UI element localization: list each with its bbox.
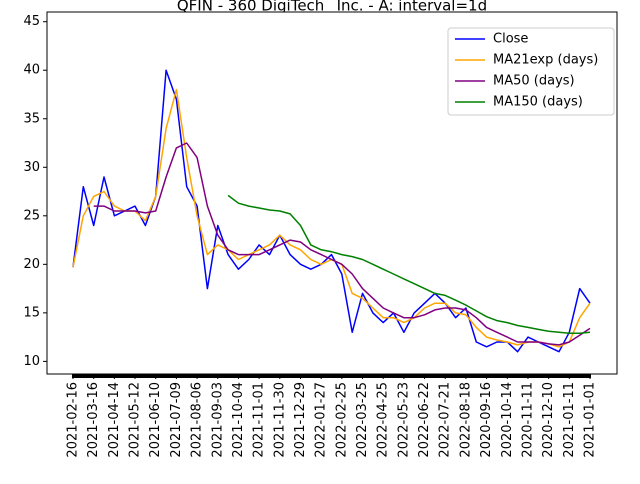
y-tick-label: 15 <box>23 305 40 320</box>
x-tick-label: 2020-10-14 <box>500 382 515 458</box>
legend-label: Close <box>493 32 528 47</box>
series-line <box>227 194 591 334</box>
x-tick-label: 2021-09-03 <box>210 382 225 458</box>
x-tick-label: 2021-11-01 <box>252 382 267 458</box>
plot-frame <box>46 11 618 375</box>
x-tick-label: 2021-06-10 <box>148 382 163 458</box>
x-tick-label: 2021-11-30 <box>272 382 287 458</box>
series-line <box>93 142 591 346</box>
x-tick-label: 2021-10-04 <box>231 382 246 458</box>
x-tick-label: 2021-01-01 <box>583 382 598 458</box>
x-tick-label: 2022-05-23 <box>396 382 411 458</box>
y-tick-label: 20 <box>23 257 40 272</box>
x-tick-label: 2020-11-11 <box>520 382 535 458</box>
y-tick-label: 35 <box>23 111 40 126</box>
x-tick-label: 2022-04-25 <box>376 382 391 458</box>
x-tick-label: 2021-07-09 <box>169 382 184 458</box>
x-tick-label: 2022-08-18 <box>458 382 473 458</box>
x-tick-label: 2021-02-16 <box>66 382 81 458</box>
y-tick-label: 45 <box>23 14 40 29</box>
legend-label: MA50 (days) <box>493 74 575 89</box>
y-tick-label: 25 <box>23 208 40 223</box>
y-tick-label: 10 <box>23 354 40 369</box>
y-tick-label: 40 <box>23 63 40 78</box>
x-tick-label: 2021-08-06 <box>190 382 205 458</box>
legend-label: MA21exp (days) <box>493 53 598 68</box>
x-tick-label: 2022-07-21 <box>438 382 453 458</box>
x-tick-label: 2022-06-22 <box>417 382 432 458</box>
x-tick-label: 2021-05-12 <box>128 382 143 458</box>
y-tick-label: 30 <box>23 160 40 175</box>
x-tick-label: 2021-12-29 <box>293 382 308 458</box>
x-tick-label: 2021-04-14 <box>107 382 122 458</box>
x-tick-label: 2020-09-16 <box>479 382 494 458</box>
legend-label: MA150 (days) <box>493 95 583 110</box>
x-tick-label: 2022-03-25 <box>355 382 370 458</box>
x-tick-label: 2022-01-27 <box>314 382 329 458</box>
x-tick-label: 2020-12-10 <box>541 382 556 458</box>
x-tick-label: 2022-02-25 <box>334 382 349 458</box>
x-tick-label: 2021-01-11 <box>562 382 577 458</box>
x-tick-label: 2021-03-16 <box>86 382 101 458</box>
x-minor-ticks <box>72 374 591 378</box>
legend-box <box>447 27 615 116</box>
